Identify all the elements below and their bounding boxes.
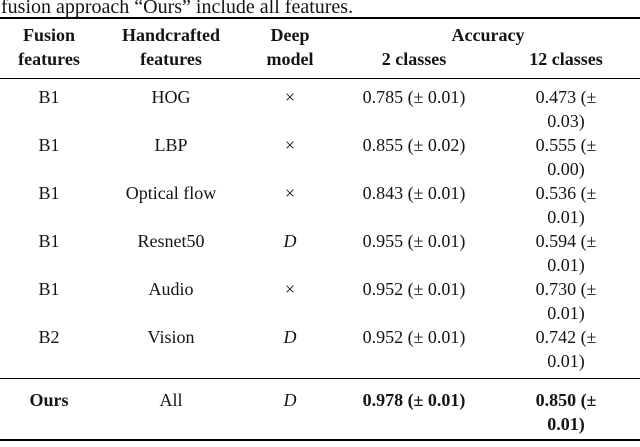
cell-fusion-features: B1: [38, 279, 60, 299]
cell-fusion-features: B2: [38, 327, 60, 347]
cell-deep-model: D: [283, 231, 297, 251]
cell-handcrafted-features: HOG: [151, 87, 191, 107]
cell-accuracy-12-classes: 0.473 (± 0.03): [535, 87, 597, 131]
cell-accuracy-2-classes: 0.978 (± 0.01): [336, 378, 492, 440]
cell-handcrafted-features: Vision: [147, 327, 195, 347]
cell-accuracy-2-classes: 0.843 (± 0.01): [362, 183, 466, 203]
header-row-1: Fusion features Handcrafted features Dee…: [0, 18, 640, 69]
table-header: Fusion features Handcrafted features Dee…: [0, 18, 640, 79]
header-accuracy: Accuracy: [451, 25, 525, 45]
header-deep-model: Deep model: [266, 25, 314, 69]
cell-fusion-features: B1: [38, 135, 60, 155]
table-row-ours: Ours All D 0.978 (± 0.01) 0.850 (± 0.01): [0, 378, 640, 440]
cell-deep-model: ×: [284, 279, 296, 299]
cell-accuracy-12-classes: 0.555 (± 0.00): [535, 135, 597, 179]
table-row: B1 LBP × 0.855 (± 0.02) 0.555 (± 0.00): [0, 133, 640, 181]
cell-fusion-features: Ours: [0, 378, 98, 440]
cell-deep-model: D: [244, 378, 336, 440]
cell-accuracy-2-classes: 0.952 (± 0.01): [362, 279, 466, 299]
table-row: B1 HOG × 0.785 (± 0.01) 0.473 (± 0.03): [0, 79, 640, 134]
cell-accuracy-2-classes: 0.955 (± 0.01): [362, 231, 466, 251]
cell-accuracy-2-classes: 0.952 (± 0.01): [362, 327, 466, 347]
cell-accuracy-2-classes: 0.785 (± 0.01): [362, 87, 466, 107]
table-caption: fusion approach “Ours” include all featu…: [1, 0, 354, 18]
table-row: B1 Audio × 0.952 (± 0.01) 0.730 (± 0.01): [0, 277, 640, 325]
header-row-2: 2 classes 12 classes: [0, 47, 640, 79]
results-table: Fusion features Handcrafted features Dee…: [0, 17, 640, 441]
header-handcrafted-features: Handcrafted features: [122, 25, 220, 69]
cell-handcrafted-features: Audio: [148, 279, 194, 299]
cell-handcrafted-features: Optical flow: [125, 183, 217, 203]
cell-accuracy-12-classes: 0.850 (± 0.01): [492, 378, 640, 440]
table-row: B2 Vision D 0.952 (± 0.01) 0.742 (± 0.01…: [0, 325, 640, 379]
table-row: B1 Resnet50 D 0.955 (± 0.01) 0.594 (± 0.…: [0, 229, 640, 277]
cell-deep-model: ×: [284, 135, 296, 155]
cell-accuracy-12-classes: 0.730 (± 0.01): [535, 279, 597, 323]
cell-deep-model: D: [283, 327, 297, 347]
cell-fusion-features: B1: [38, 183, 60, 203]
header-2-classes: 2 classes: [381, 49, 447, 69]
cell-handcrafted-features: LBP: [154, 135, 188, 155]
cell-deep-model: ×: [284, 87, 296, 107]
cell-accuracy-12-classes: 0.536 (± 0.01): [535, 183, 597, 227]
cell-handcrafted-features: All: [98, 378, 244, 440]
cell-accuracy-12-classes: 0.742 (± 0.01): [535, 327, 597, 371]
cell-fusion-features: B1: [38, 231, 60, 251]
cell-deep-model: ×: [284, 183, 296, 203]
cell-accuracy-2-classes: 0.855 (± 0.02): [362, 135, 466, 155]
header-fusion-features: Fusion features: [18, 25, 80, 69]
header-12-classes: 12 classes: [529, 49, 603, 69]
cell-handcrafted-features: Resnet50: [137, 231, 205, 251]
cell-fusion-features: B1: [38, 87, 60, 107]
cell-accuracy-12-classes: 0.594 (± 0.01): [535, 231, 597, 275]
table-body: B1 HOG × 0.785 (± 0.01) 0.473 (± 0.03) B…: [0, 79, 640, 440]
table-row: B1 Optical flow × 0.843 (± 0.01) 0.536 (…: [0, 181, 640, 229]
